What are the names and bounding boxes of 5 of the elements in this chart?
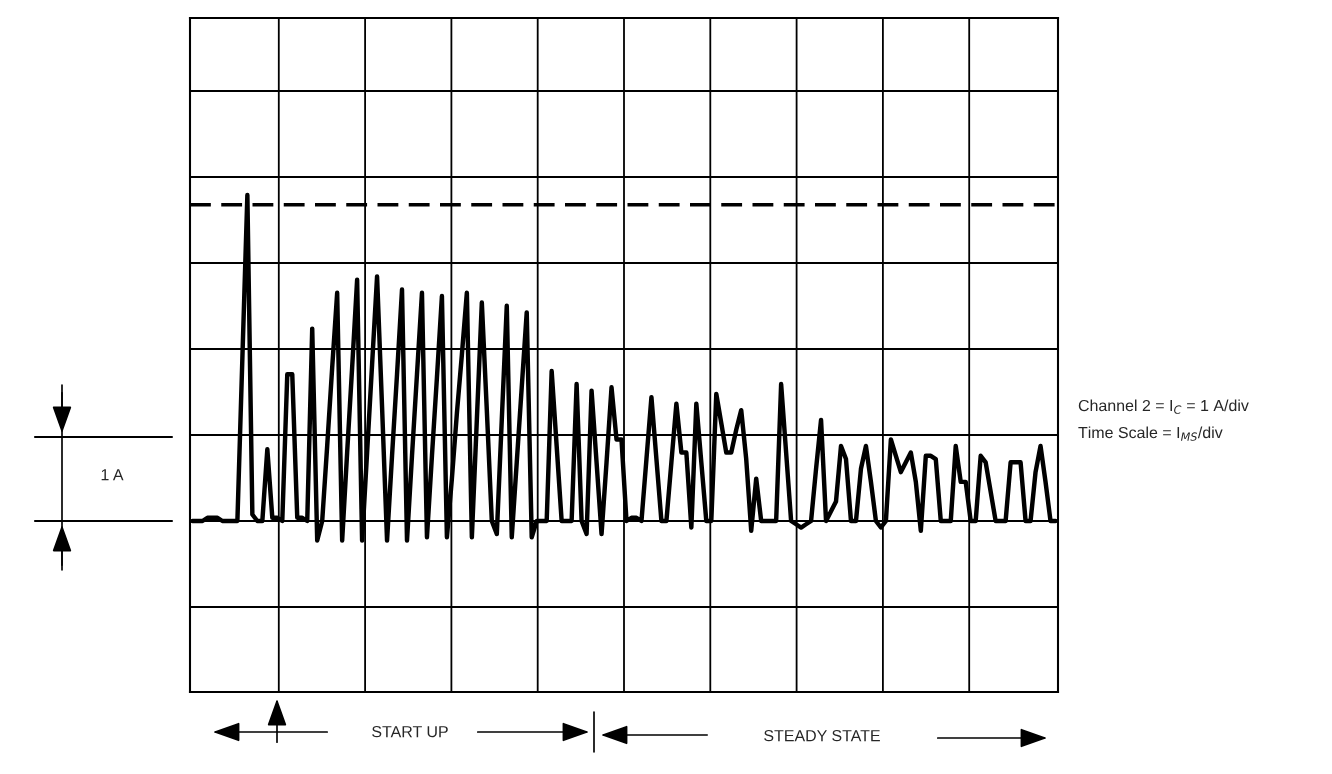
text: START UP (372, 725, 448, 738)
text: STEADY STATE (764, 729, 880, 742)
text: 1 A (101, 469, 124, 481)
text: Channel 2 = I$_{C}$ = 1 A/div (1078, 399, 1249, 414)
text: Time Scale = I$_{MS}$/div (1078, 426, 1223, 441)
